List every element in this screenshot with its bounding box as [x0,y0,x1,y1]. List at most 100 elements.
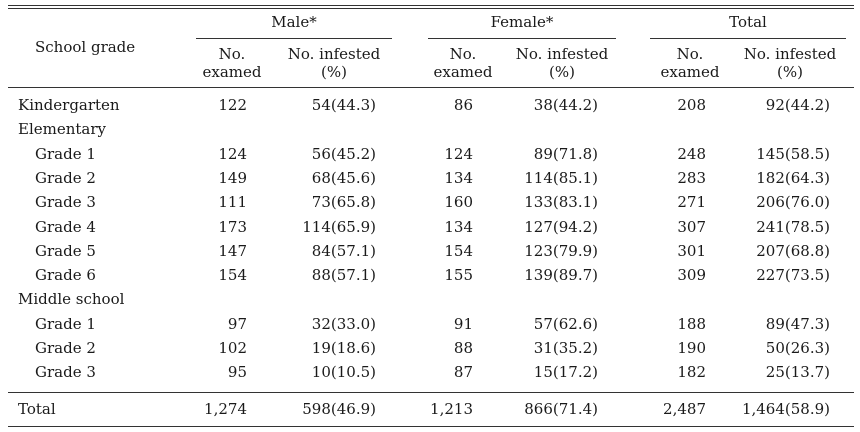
table-cell: 86 [453,96,473,114]
male-infested-header-line: No. infested [287,45,381,63]
table-cell: 307 [677,218,706,236]
table-cell: 147 [218,242,247,260]
table-cell: 92(44.2) [765,96,830,114]
table-cell: 173 [218,218,247,236]
table-cell: 1,464(58.9) [741,400,830,418]
table-cell: 15(17.2) [533,363,598,381]
table-cell: 122 [218,96,247,114]
total-infested-header-line: (%) [777,63,803,81]
table-cell: 248 [677,145,706,163]
top-rule-double [8,8,854,9]
female-group-rule [428,38,616,39]
table-cell: 19(18.6) [311,339,376,357]
female-group-header: Female* [490,13,554,31]
table-cell: 38(44.2) [533,96,598,114]
row-label: Grade 3 [35,193,96,211]
table-cell: 182 [677,363,706,381]
table-cell: 32(33.0) [311,315,376,333]
table-cell: 89(71.8) [533,145,598,163]
table-cell: 271 [677,193,706,211]
table-cell: 598(46.9) [302,400,376,418]
total-examined-header-line: examed [660,63,720,81]
table-cell: 283 [677,169,706,187]
table-cell: 241(78.5) [756,218,830,236]
table-cell: 155 [444,266,473,284]
table-cell: 145(58.5) [756,145,830,163]
table-cell: 190 [677,339,706,357]
table-cell: 25(13.7) [765,363,830,381]
table-cell: 2,487 [663,400,706,418]
table-cell: 301 [677,242,706,260]
table-cell: 206(76.0) [756,193,830,211]
top-rule [8,5,854,6]
table-cell: 10(10.5) [311,363,376,381]
table-cell: 84(57.1) [311,242,376,260]
female-infested-header-line: (%) [549,63,575,81]
table-cell: 114(65.9) [302,218,376,236]
table-cell: 68(45.6) [311,169,376,187]
total-top-rule [8,392,854,393]
table-cell: 88(57.1) [311,266,376,284]
school-grade-header: School grade [35,38,136,56]
table-cell: 154 [218,266,247,284]
total-infested-header-line: No. infested [743,45,837,63]
table-cell: 188 [677,315,706,333]
table-cell: 50(26.3) [765,339,830,357]
table-cell: 139(89.7) [524,266,598,284]
table-cell: 31(35.2) [533,339,598,357]
header-bottom-rule [8,87,854,88]
female-examined-header-line: examed [433,63,493,81]
table-cell: 124 [218,145,247,163]
row-label: Grade 2 [35,169,96,187]
table-cell: 123(79.9) [524,242,598,260]
row-label: Grade 4 [35,218,96,236]
table-cell: 111 [218,193,247,211]
table-cell: 134 [444,218,473,236]
table-cell: 124 [444,145,473,163]
row-label: Grade 5 [35,242,96,260]
table-cell: 149 [218,169,247,187]
male-infested-header-line: (%) [321,63,347,81]
table-cell: 866(71.4) [524,400,598,418]
table-cell: 73(65.8) [311,193,376,211]
bottom-rule [8,426,854,427]
table-cell: 102 [218,339,247,357]
table-cell: 182(64.3) [756,169,830,187]
table-cell: 1,213 [430,400,473,418]
row-label: Grade 1 [35,145,96,163]
table-cell: 95 [227,363,247,381]
table-cell: 1,274 [204,400,247,418]
row-label: Kindergarten [18,96,120,114]
total-group-header: Total [729,13,767,31]
total-examined-header-line: No. [676,45,704,63]
table-cell: 154 [444,242,473,260]
male-group-rule [196,38,392,39]
male-examined-header-line: No. [218,45,246,63]
table-cell: 227(73.5) [756,266,830,284]
table-cell: 57(62.6) [533,315,598,333]
table-cell: 56(45.2) [311,145,376,163]
table-cell: 134 [444,169,473,187]
row-label: Grade 2 [35,339,96,357]
table-cell: 160 [444,193,473,211]
table-cell: 208 [677,96,706,114]
row-label: Total [18,400,56,418]
row-label: Middle school [18,290,125,308]
row-label: Grade 6 [35,266,96,284]
female-infested-header-line: No. infested [515,45,609,63]
table-cell: 87 [453,363,473,381]
table-cell: 309 [677,266,706,284]
table-cell: 97 [227,315,247,333]
table-cell: 133(83.1) [524,193,598,211]
table-cell: 207(68.8) [756,242,830,260]
male-examined-header-line: examed [202,63,262,81]
table-cell: 54(44.3) [311,96,376,114]
table-cell: 89(47.3) [765,315,830,333]
male-group-header: Male* [271,13,317,31]
row-label: Elementary [18,120,107,138]
row-label: Grade 3 [35,363,96,381]
total-group-rule [650,38,846,39]
female-examined-header-line: No. [449,45,477,63]
row-label: Grade 1 [35,315,96,333]
table-cell: 127(94.2) [524,218,598,236]
